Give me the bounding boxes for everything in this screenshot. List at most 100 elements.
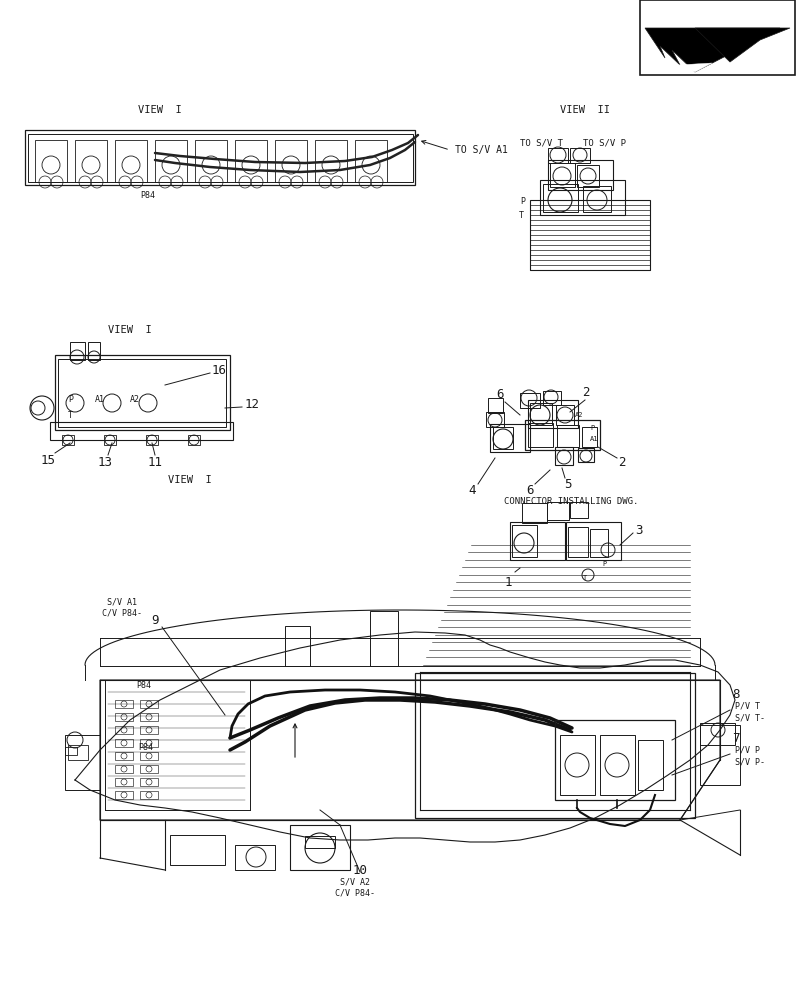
Bar xyxy=(68,745,88,760)
Text: 7: 7 xyxy=(732,732,739,744)
Bar xyxy=(115,726,133,734)
Bar xyxy=(50,422,233,440)
Text: 12: 12 xyxy=(245,398,260,412)
Bar xyxy=(370,611,398,666)
Bar xyxy=(65,747,77,755)
Bar xyxy=(528,423,553,447)
Bar xyxy=(530,200,650,270)
Text: 2: 2 xyxy=(583,385,590,398)
Bar xyxy=(70,342,85,360)
Bar xyxy=(275,140,307,182)
Bar xyxy=(155,140,187,182)
Bar xyxy=(305,836,335,848)
Bar xyxy=(115,791,133,799)
Bar xyxy=(285,626,310,666)
Text: C/V P84-: C/V P84- xyxy=(335,888,375,898)
Text: 9: 9 xyxy=(151,613,158,626)
Bar xyxy=(140,726,158,734)
Text: TO S/V A1: TO S/V A1 xyxy=(455,145,508,155)
Text: S/V A1: S/V A1 xyxy=(107,597,137,606)
Bar xyxy=(88,342,100,360)
Bar xyxy=(486,412,504,427)
Bar xyxy=(530,403,552,425)
Bar xyxy=(583,186,611,212)
Bar xyxy=(35,140,67,182)
Polygon shape xyxy=(695,28,790,62)
Bar xyxy=(115,778,133,786)
Bar xyxy=(578,448,594,462)
Bar xyxy=(290,825,350,870)
Bar xyxy=(528,400,578,428)
Bar xyxy=(195,140,227,182)
Text: 5: 5 xyxy=(564,479,572,491)
Text: T: T xyxy=(583,575,587,581)
Bar xyxy=(547,502,569,520)
Text: A1: A1 xyxy=(590,436,599,442)
Bar xyxy=(415,673,695,818)
Bar xyxy=(58,359,226,427)
Text: 3: 3 xyxy=(635,524,642,536)
Bar xyxy=(550,163,575,187)
Bar xyxy=(568,527,588,557)
Bar xyxy=(315,140,347,182)
Text: S/V A2: S/V A2 xyxy=(340,878,370,886)
Text: P: P xyxy=(602,561,606,567)
Bar xyxy=(510,522,565,560)
Bar xyxy=(115,765,133,773)
Text: A2: A2 xyxy=(575,412,583,418)
Text: TO S/V T: TO S/V T xyxy=(520,138,563,147)
Bar xyxy=(488,398,503,413)
Bar xyxy=(560,735,595,795)
Text: T: T xyxy=(68,410,73,420)
Bar xyxy=(582,427,597,447)
Text: S/V P-: S/V P- xyxy=(735,758,765,766)
Text: P: P xyxy=(68,395,73,404)
Bar xyxy=(555,720,675,800)
Bar xyxy=(577,165,599,187)
Bar xyxy=(555,447,573,465)
Polygon shape xyxy=(678,63,712,72)
Bar xyxy=(65,735,100,790)
Bar xyxy=(540,180,625,215)
Bar xyxy=(28,134,413,182)
Bar xyxy=(55,355,230,430)
Bar xyxy=(570,502,588,518)
Bar xyxy=(557,425,579,447)
Bar xyxy=(140,791,158,799)
Bar xyxy=(600,735,635,795)
Bar xyxy=(140,752,158,760)
Text: P84: P84 xyxy=(138,742,153,752)
Bar xyxy=(590,529,608,557)
Text: T: T xyxy=(519,211,524,220)
Text: 11: 11 xyxy=(148,456,162,468)
Bar xyxy=(543,391,561,405)
Text: 8: 8 xyxy=(732,688,739,700)
Bar xyxy=(355,140,387,182)
Text: CONNECTOR INSTALLING DWG.: CONNECTOR INSTALLING DWG. xyxy=(504,496,638,506)
Bar xyxy=(700,725,740,785)
Bar xyxy=(235,845,275,870)
Text: P/V T: P/V T xyxy=(735,702,760,710)
Bar xyxy=(115,739,133,747)
Text: C/V P84-: C/V P84- xyxy=(102,608,142,617)
Bar xyxy=(140,713,158,721)
Polygon shape xyxy=(645,28,780,72)
Text: P/V P: P/V P xyxy=(735,746,760,754)
Text: 6: 6 xyxy=(526,484,534,496)
Text: TO S/V P: TO S/V P xyxy=(583,138,626,147)
Bar xyxy=(115,713,133,721)
Bar xyxy=(140,739,158,747)
Text: 10: 10 xyxy=(352,863,368,876)
Bar xyxy=(104,435,116,445)
Text: 1: 1 xyxy=(504,576,511,588)
Text: VIEW  I: VIEW I xyxy=(168,475,212,485)
Bar xyxy=(548,160,613,190)
Bar xyxy=(570,148,590,163)
Text: A1: A1 xyxy=(95,395,105,404)
Text: VIEW  I: VIEW I xyxy=(138,105,182,115)
Text: VIEW  I: VIEW I xyxy=(108,325,152,335)
Text: 15: 15 xyxy=(40,454,56,466)
Bar xyxy=(235,140,267,182)
Text: P84: P84 xyxy=(136,680,151,690)
Bar xyxy=(638,740,663,790)
